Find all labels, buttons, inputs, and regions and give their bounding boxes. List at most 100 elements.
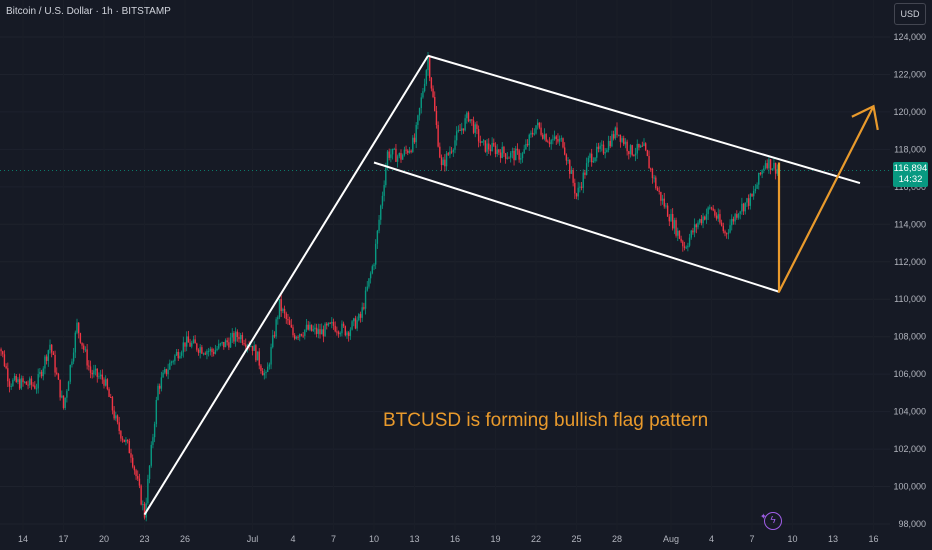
candle-body [569,160,571,174]
candle-body [771,168,773,170]
candle-body [371,266,374,274]
y-tick-label: 108,000 [893,332,926,342]
candle-body [747,198,750,206]
candle-body [769,159,772,170]
candle-body [131,457,134,467]
candle-body [312,329,314,331]
candle-body [628,151,630,155]
projection-arrowhead [851,104,879,131]
candle-body [283,308,286,314]
candle-body [704,216,706,220]
candle-body [646,150,649,157]
candle-body [498,149,500,153]
candle-body [67,381,70,391]
candle-body [552,139,554,141]
candle-body [135,470,137,477]
candle-body [398,153,401,157]
candle-body [612,134,615,139]
candle-body [138,478,141,486]
candle-body [108,389,110,397]
candle-body [698,219,701,223]
candle-body [759,172,762,175]
candle-body [562,138,564,148]
candle-body [326,323,328,326]
candle-body [584,172,586,175]
candle-body [297,336,299,338]
x-tick-label: 4 [709,534,714,544]
candle-body [319,329,321,335]
candle-body [405,149,407,151]
candle-body [579,186,581,188]
flagpole-line[interactable] [143,55,429,516]
candle-body [137,476,139,479]
candle-body [499,152,502,158]
candle-body [437,124,439,147]
candle-body [179,355,181,359]
candle-body [720,222,723,226]
candle-body [731,218,733,226]
candle-body [751,193,753,197]
candle-body [481,141,483,143]
candle-body [428,57,431,78]
candle-body [381,195,384,206]
x-tick-label: 26 [180,534,190,544]
candle-body [99,374,102,377]
candle-body [157,385,159,400]
candle-body [287,319,289,321]
candle-body [501,146,503,158]
candle-body [22,378,24,383]
candle-body [120,430,122,439]
last-price-value: 116,894 [893,163,928,174]
candle-body [585,163,588,175]
candle-body [238,336,240,340]
candle-body [314,327,316,330]
candle-body [450,151,453,153]
candle-body [50,344,53,353]
candle-body [61,395,63,398]
candle-body [320,329,323,335]
candle-body [34,385,36,389]
candle-body [332,321,335,326]
candle-body [25,381,28,385]
candle-body [491,142,493,152]
candle-body [633,155,635,157]
lightning-icon[interactable]: ϟ [764,512,782,530]
y-tick-label: 118,000 [894,144,926,154]
flag-bottom-line[interactable] [373,161,780,293]
candle-body [263,373,266,376]
candle-body [290,324,293,328]
candle-body [349,329,352,336]
candle-body [59,379,61,398]
candles [0,52,780,522]
candle-body [364,290,367,309]
candle-body [148,465,151,479]
x-tick-label: 20 [99,534,109,544]
candle-body [98,376,100,378]
candle-body [2,351,4,355]
candle-body [459,129,461,131]
candle-body [212,352,215,354]
flag-top-line[interactable] [427,54,861,185]
candle-body [214,350,217,354]
candle-body [749,193,752,206]
projection-path[interactable] [777,105,875,293]
candle-body [169,362,171,370]
candle-body [742,203,745,212]
candle-body [110,396,112,398]
candle-body [152,437,154,445]
candle-body [558,138,561,142]
grid [0,0,890,530]
candle-body [597,146,600,149]
candle-body [359,314,362,318]
x-tick-label: 25 [571,534,581,544]
candle-body [278,298,281,318]
candle-body [407,150,409,153]
candle-body [494,145,497,155]
candle-body [683,246,686,248]
candle-body [341,323,343,334]
candle-body [369,273,372,279]
candle-body [272,335,274,348]
currency-button[interactable]: USD [894,3,926,25]
candle-body [714,210,716,216]
